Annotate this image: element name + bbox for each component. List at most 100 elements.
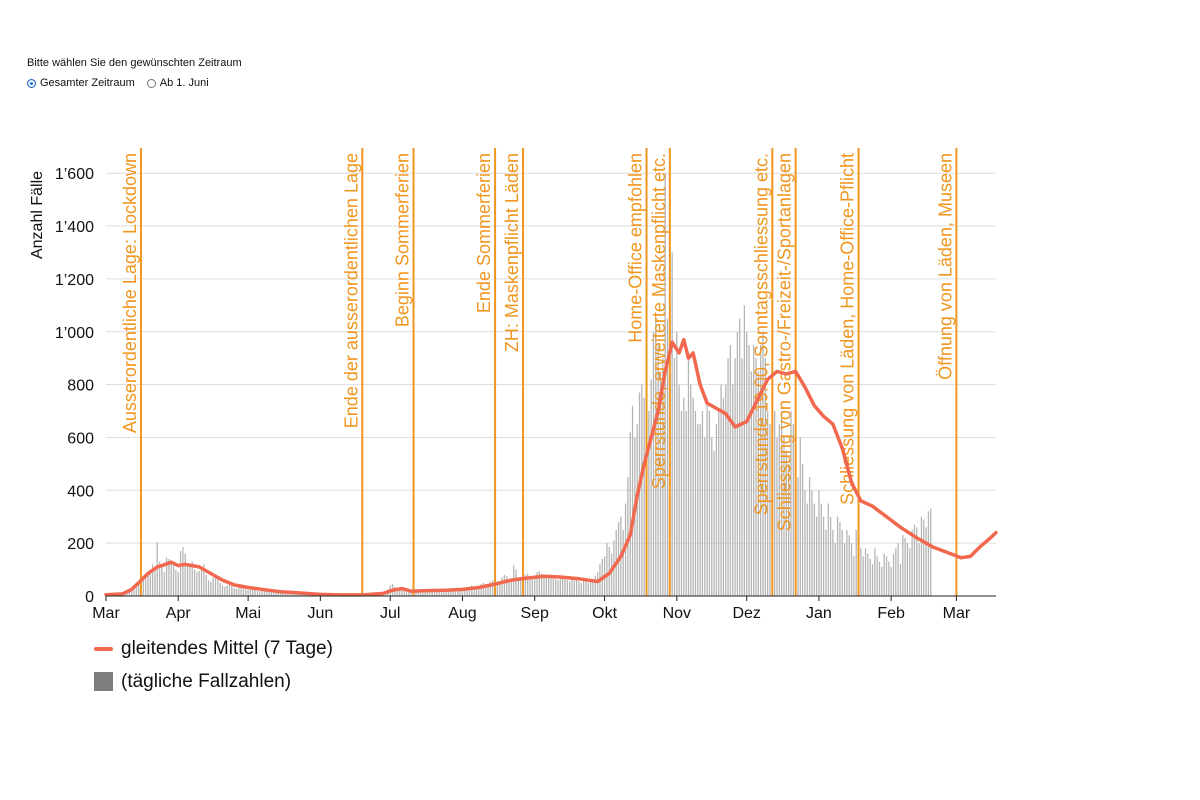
daily-bar <box>760 344 762 596</box>
daily-bar <box>585 581 587 596</box>
daily-bar <box>739 318 741 596</box>
daily-bar <box>874 548 876 596</box>
daily-bar <box>825 529 827 596</box>
daily-bar <box>836 516 839 596</box>
radio-ab-1-juni[interactable]: Ab 1. Juni <box>146 77 209 89</box>
daily-bar <box>473 586 475 596</box>
period-radio-group: Gesamter Zeitraum Ab 1. Juni <box>27 77 242 89</box>
x-tick-label: Aug <box>448 605 476 622</box>
radio-selected-icon[interactable] <box>27 78 36 88</box>
daily-bar <box>482 582 485 596</box>
daily-bar <box>224 586 226 596</box>
daily-bar <box>291 593 294 596</box>
daily-bar <box>839 522 841 596</box>
daily-bar <box>396 588 398 596</box>
daily-bar <box>753 344 755 596</box>
daily-bar <box>492 580 494 596</box>
daily-bar <box>683 397 685 596</box>
daily-bar <box>478 585 480 596</box>
daily-bar <box>144 573 147 596</box>
daily-bar <box>557 580 559 596</box>
daily-bar <box>422 590 424 596</box>
daily-bar <box>130 589 133 596</box>
daily-bar <box>650 379 652 596</box>
daily-bar <box>622 529 624 596</box>
daily-bar <box>254 589 256 596</box>
daily-bar <box>503 574 506 596</box>
daily-bar <box>652 331 655 596</box>
daily-bar <box>184 553 186 596</box>
daily-bar <box>876 556 878 596</box>
daily-bar <box>440 589 443 596</box>
daily-bar <box>217 578 219 596</box>
daily-bar <box>273 592 275 596</box>
event-label: Sperrstunde 19.00, Sonntagsschliessung e… <box>751 153 771 515</box>
daily-bar <box>545 577 547 596</box>
daily-bar <box>305 594 308 596</box>
radio-label-gesamter-zeitraum: Gesamter Zeitraum <box>40 77 135 89</box>
daily-bar <box>774 411 776 596</box>
daily-bar <box>659 371 662 596</box>
daily-bar <box>762 331 764 596</box>
radio-unselected-icon[interactable] <box>146 78 156 88</box>
daily-bar <box>736 331 739 596</box>
daily-bar <box>820 503 822 596</box>
daily-bar <box>804 490 806 596</box>
daily-bar <box>419 589 422 596</box>
daily-bar <box>205 574 207 596</box>
event-label: Ausserordentliche Lage: Lockdown <box>120 153 140 433</box>
daily-bar <box>466 588 468 596</box>
daily-bar <box>133 588 135 596</box>
daily-bar <box>531 577 533 596</box>
daily-bar <box>550 576 552 596</box>
daily-bar <box>573 580 575 596</box>
daily-bar <box>806 503 808 596</box>
daily-bar <box>405 592 408 596</box>
daily-bar <box>671 252 673 597</box>
daily-bar <box>559 577 561 596</box>
daily-bar <box>610 553 613 596</box>
daily-bar <box>864 548 867 596</box>
daily-bar <box>548 574 550 596</box>
daily-bar <box>172 562 175 596</box>
daily-bar <box>641 384 643 596</box>
daily-bar <box>212 577 214 596</box>
x-tick-label: Mai <box>235 605 261 622</box>
daily-bar <box>841 529 843 596</box>
daily-bar <box>897 543 899 596</box>
daily-bar <box>179 551 182 596</box>
daily-bar <box>485 584 487 596</box>
daily-bar <box>128 590 130 596</box>
daily-bar <box>666 318 669 596</box>
daily-bar <box>706 397 708 596</box>
daily-bar <box>564 577 566 596</box>
daily-bar <box>582 580 585 596</box>
daily-bar <box>282 593 284 596</box>
daily-bar <box>461 587 464 596</box>
daily-bar <box>543 576 545 596</box>
daily-bar <box>704 437 706 596</box>
daily-bar <box>231 585 233 596</box>
y-tick-label: 800 <box>67 378 94 395</box>
daily-bar <box>920 516 923 596</box>
daily-bar <box>792 424 794 596</box>
event-label: Ende der ausserordentlichen Lage <box>341 153 361 428</box>
daily-bar <box>247 590 249 596</box>
y-tick-label: 1’600 <box>55 166 94 183</box>
daily-bar <box>678 384 680 596</box>
daily-bar <box>147 572 149 596</box>
daily-bar <box>268 591 270 596</box>
daily-bar <box>242 588 245 596</box>
daily-bar <box>534 578 536 596</box>
daily-bar <box>690 384 692 596</box>
daily-bar <box>189 566 191 596</box>
daily-bar <box>722 397 725 596</box>
daily-bar <box>447 589 450 596</box>
daily-bar <box>699 424 701 596</box>
daily-case-bars <box>105 173 932 597</box>
daily-bar <box>175 569 177 596</box>
radio-gesamter-zeitraum[interactable]: Gesamter Zeitraum <box>27 77 135 89</box>
daily-bar <box>261 590 263 596</box>
daily-bar <box>536 572 538 596</box>
daily-bar <box>450 588 452 596</box>
